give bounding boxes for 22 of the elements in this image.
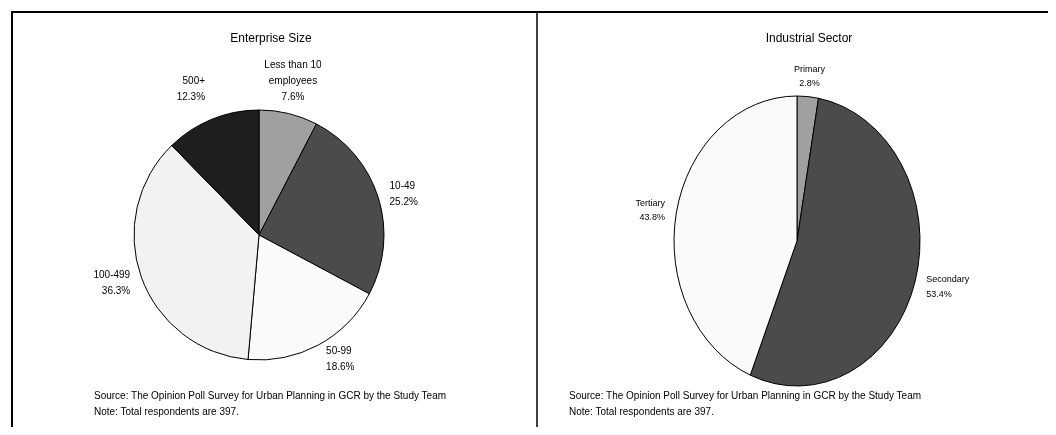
slice-label: Secondary [926,274,970,285]
data-label: 12.3% [176,91,206,102]
data-label: 43.8% [639,211,666,222]
slice-label: 50-99 [326,344,353,356]
text: Note: Total respondents are 397. [569,406,714,417]
data-label: 7.6% [281,91,305,102]
data-label: 36.3% [101,284,131,296]
data-label: 18.6% [326,360,355,372]
text: Note: Total respondents are 397. [94,406,239,417]
slice-label: 500+ [182,75,206,86]
slice-label: Less than 10 employees [264,59,323,86]
slice-label: 100-499 [93,268,131,280]
chart-title: Industrial Sector [765,31,853,45]
slice-label: 10-49 [389,179,416,191]
source-note: Source: The Opinion Poll Survey for Urban Planning in GCR by the Study Team [94,390,447,401]
data-label: 25.2% [389,195,418,207]
data-label: 2.8% [799,78,820,88]
slice-label: Tertiary [635,197,666,208]
data-label: 53.4% [926,288,952,299]
slice-label: Primary [793,63,826,74]
chart-title: Enterprise Size [230,31,313,45]
source-note: Source: The Opinion Poll Survey for Urban Planning in GCR by the Study Team [569,390,922,401]
